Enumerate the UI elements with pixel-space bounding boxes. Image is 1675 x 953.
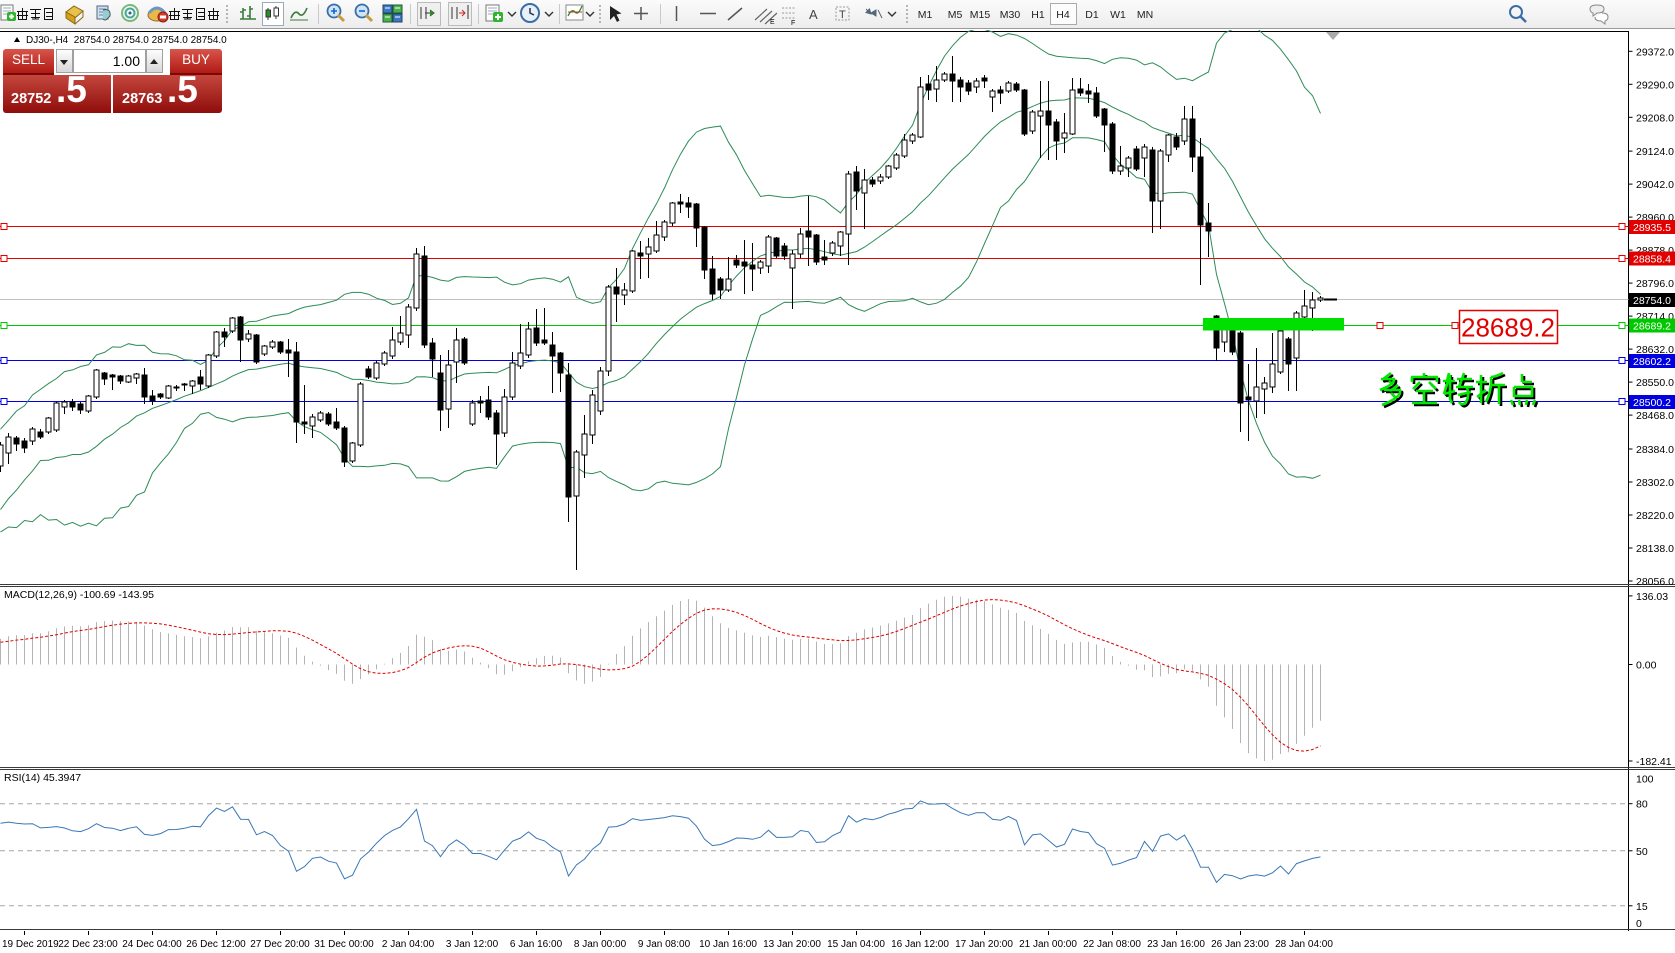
svg-text:3 Jan 12:00: 3 Jan 12:00	[446, 939, 499, 950]
svg-text:29290.0: 29290.0	[1636, 79, 1674, 91]
svg-text:A: A	[809, 7, 818, 22]
svg-text:29124.0: 29124.0	[1636, 146, 1674, 158]
svg-text:28302.0: 28302.0	[1636, 477, 1674, 489]
svg-text:M5: M5	[948, 9, 963, 21]
svg-text:15: 15	[1636, 901, 1648, 913]
svg-text:50: 50	[1636, 846, 1648, 858]
svg-text:28550.0: 28550.0	[1636, 377, 1674, 389]
svg-text:28602.2: 28602.2	[1633, 356, 1671, 368]
svg-text:100: 100	[1636, 773, 1654, 785]
svg-text:26 Dec 12:00: 26 Dec 12:00	[186, 939, 246, 950]
svg-text:0: 0	[1636, 918, 1642, 930]
svg-text:28689.2: 28689.2	[1633, 321, 1671, 333]
svg-text:29042.0: 29042.0	[1636, 179, 1674, 191]
svg-text:28935.5: 28935.5	[1633, 222, 1671, 234]
svg-text:9 Jan 08:00: 9 Jan 08:00	[638, 939, 691, 950]
svg-text:23 Jan 16:00: 23 Jan 16:00	[1147, 939, 1205, 950]
svg-text:22 Jan 08:00: 22 Jan 08:00	[1083, 939, 1141, 950]
svg-text:31 Dec 00:00: 31 Dec 00:00	[314, 939, 374, 950]
svg-text:M1: M1	[918, 9, 933, 21]
svg-text:24 Dec 04:00: 24 Dec 04:00	[122, 939, 182, 950]
svg-text:H1: H1	[1031, 9, 1045, 21]
svg-text:16 Jan 12:00: 16 Jan 12:00	[891, 939, 949, 950]
svg-text:13 Jan 20:00: 13 Jan 20:00	[763, 939, 821, 950]
svg-text:10 Jan 16:00: 10 Jan 16:00	[699, 939, 757, 950]
svg-text:8 Jan 00:00: 8 Jan 00:00	[574, 939, 627, 950]
svg-text:T: T	[839, 9, 846, 21]
svg-text:28138.0: 28138.0	[1636, 543, 1674, 555]
svg-text:0.00: 0.00	[1636, 660, 1657, 672]
svg-text:17 Jan 20:00: 17 Jan 20:00	[955, 939, 1013, 950]
svg-text:W1: W1	[1110, 9, 1126, 21]
svg-text:F: F	[791, 20, 795, 27]
svg-text:26 Jan 23:00: 26 Jan 23:00	[1211, 939, 1269, 950]
svg-text:H4: H4	[1056, 9, 1070, 21]
svg-text:22 Dec 23:00: 22 Dec 23:00	[58, 939, 118, 950]
svg-text:28796.0: 28796.0	[1636, 278, 1674, 290]
svg-text:29208.0: 29208.0	[1636, 112, 1674, 124]
svg-text:28468.0: 28468.0	[1636, 410, 1674, 422]
svg-text:19 Dec 2019: 19 Dec 2019	[2, 939, 59, 950]
svg-text:136.03: 136.03	[1636, 591, 1668, 603]
svg-text:M15: M15	[970, 9, 991, 21]
svg-text:21 Jan 00:00: 21 Jan 00:00	[1019, 939, 1077, 950]
svg-text:28 Jan 04:00: 28 Jan 04:00	[1275, 939, 1333, 950]
svg-text:MN: MN	[1137, 9, 1153, 21]
svg-text:28632.0: 28632.0	[1636, 344, 1674, 356]
svg-text:6 Jan 16:00: 6 Jan 16:00	[510, 939, 563, 950]
svg-text:28056.0: 28056.0	[1636, 576, 1674, 588]
svg-text:28858.4: 28858.4	[1633, 254, 1671, 266]
svg-text:-182.41: -182.41	[1636, 756, 1672, 768]
svg-text:29372.0: 29372.0	[1636, 46, 1674, 58]
svg-text:2 Jan 04:00: 2 Jan 04:00	[382, 939, 435, 950]
svg-text:RSI(14) 45.3947: RSI(14) 45.3947	[4, 772, 81, 784]
svg-text:28384.0: 28384.0	[1636, 444, 1674, 456]
svg-text:15 Jan 04:00: 15 Jan 04:00	[827, 939, 885, 950]
svg-text:80: 80	[1636, 799, 1648, 811]
svg-text:28754.0: 28754.0	[1633, 295, 1671, 307]
svg-text:D1: D1	[1085, 9, 1099, 21]
svg-text:28689.2: 28689.2	[1461, 313, 1555, 343]
svg-text:E: E	[770, 19, 775, 26]
svg-text:MACD(12,26,9) -100.69 -143.95: MACD(12,26,9) -100.69 -143.95	[4, 589, 154, 601]
svg-text:27 Dec 20:00: 27 Dec 20:00	[250, 939, 310, 950]
svg-text:M30: M30	[1000, 9, 1021, 21]
svg-text:28220.0: 28220.0	[1636, 510, 1674, 522]
svg-text:28500.2: 28500.2	[1633, 397, 1671, 409]
